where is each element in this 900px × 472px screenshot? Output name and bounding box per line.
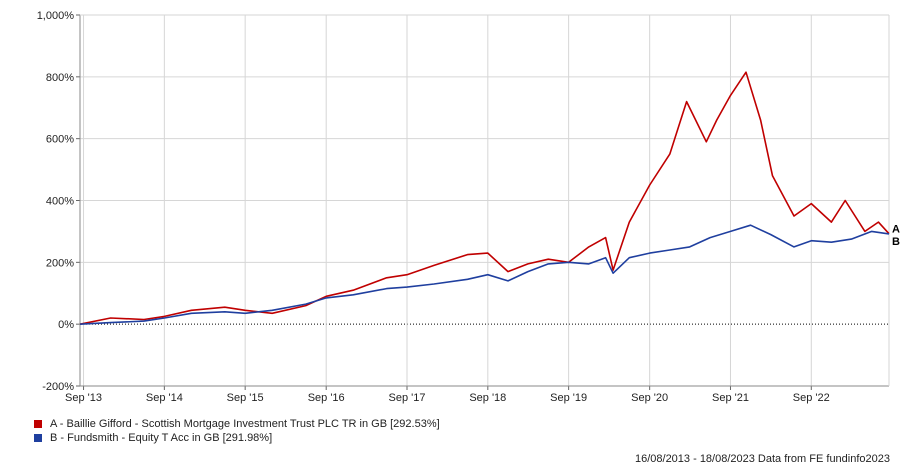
y-tick-label: 600% (46, 134, 74, 146)
series-line-b (79, 224, 890, 325)
series-end-marker-b: B (892, 236, 900, 248)
legend-item-b: B - Fundsmith - Equity T Acc in GB [291.… (34, 431, 440, 445)
legend-label-b: B - Fundsmith - Equity T Acc in GB [291.… (50, 432, 273, 444)
legend-item-a: A - Baillie Gifford - Scottish Mortgage … (34, 417, 440, 431)
y-tick-label: 200% (46, 257, 74, 269)
y-tick-label: 800% (46, 72, 74, 84)
x-tick-label: Sep '16 (308, 392, 345, 404)
x-tick-label: Sep '18 (469, 392, 506, 404)
y-tick-label: 400% (46, 196, 74, 208)
series (79, 71, 890, 325)
axes (76, 14, 890, 390)
x-tick-label: Sep '17 (389, 392, 426, 404)
legend-label-a: A - Baillie Gifford - Scottish Mortgage … (50, 418, 440, 430)
data-source-footer: 16/08/2013 - 18/08/2023 Data from FE fun… (634, 453, 890, 465)
x-tick-label: Sep '13 (65, 392, 102, 404)
x-tick-label: Sep '20 (631, 392, 668, 404)
legend-swatch-a (34, 420, 42, 428)
y-tick-label: 1,000% (37, 10, 75, 22)
x-tick-label: Sep '14 (146, 392, 183, 404)
grid (80, 14, 889, 387)
x-tick-label: Sep '19 (550, 392, 587, 404)
labels: 1,000% 800% 600% 400% 200% 0% -200%Sep '13 Sep … (37, 10, 900, 404)
y-tick-label: 0% (58, 319, 74, 331)
x-tick-label: Sep '15 (227, 392, 264, 404)
legend-swatch-b (34, 434, 42, 442)
y-tick-label: -200% (42, 381, 74, 393)
x-tick-label: Sep '22 (793, 392, 830, 404)
legend: A - Baillie Gifford - Scottish Mortgage … (34, 417, 440, 445)
x-tick-label: Sep '21 (712, 392, 749, 404)
series-line-a (79, 71, 890, 325)
series-end-marker-a: A (892, 224, 900, 236)
